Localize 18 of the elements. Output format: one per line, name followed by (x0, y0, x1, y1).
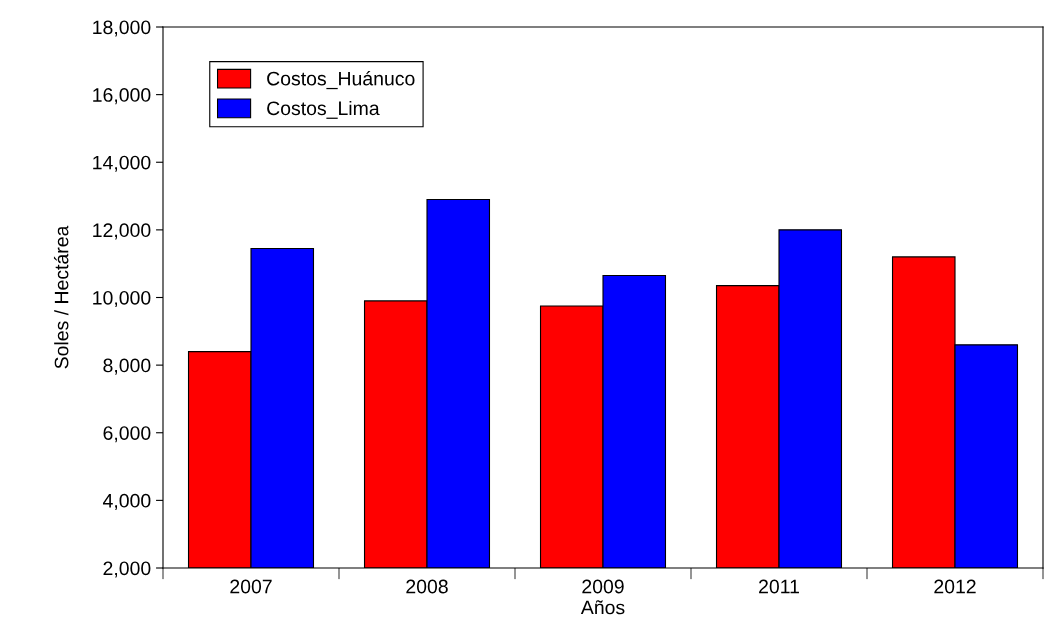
legend-label: Costos_Huánuco (267, 70, 415, 90)
legend-label: Costos_Lima (267, 100, 380, 119)
x-tick-label: 2012 (934, 579, 976, 594)
y-tick-label: 12,000 (93, 223, 151, 240)
y-tick-label: 16,000 (93, 88, 151, 105)
x-axis-title: Años (580, 600, 625, 615)
y-tick-label: 4,000 (102, 493, 151, 510)
x-tick-label: 2007 (230, 579, 272, 594)
x-tick-label: 2011 (759, 579, 799, 594)
y-tick-label: 14,000 (93, 155, 151, 172)
y-tick-label: 8,000 (103, 358, 151, 375)
x-tick-label: 2009 (582, 579, 624, 594)
y-tick-label: 6,000 (103, 426, 151, 443)
y-axis-title: Soles / Hectárea (53, 225, 69, 369)
y-tick-label: 2,000 (103, 561, 151, 578)
y-tick-label: 18,000 (93, 20, 151, 37)
x-tick-label: 2008 (406, 579, 448, 594)
y-tick-label: 10,000 (93, 290, 151, 308)
